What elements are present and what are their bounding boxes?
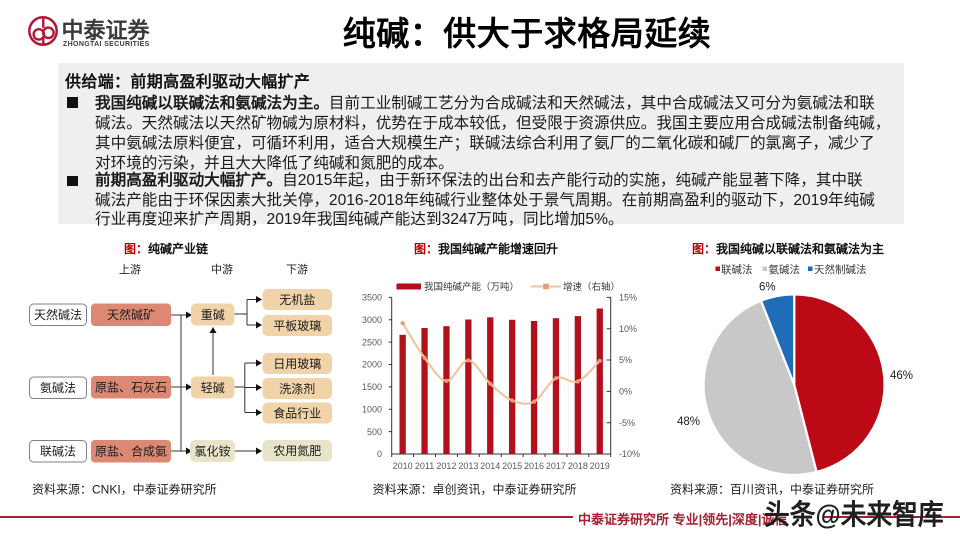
svg-text:46%: 46% <box>890 370 913 382</box>
svg-text:农用氮肥: 农用氮肥 <box>273 443 321 458</box>
svg-text:2500: 2500 <box>362 337 382 347</box>
svg-text:原盐、合成氨: 原盐、合成氨 <box>95 444 167 459</box>
svg-text:500: 500 <box>367 427 382 437</box>
svg-text:0: 0 <box>377 449 382 459</box>
svg-text:轻碱: 轻碱 <box>201 381 225 395</box>
svg-text:下游: 下游 <box>286 263 308 276</box>
svg-text:15%: 15% <box>619 293 637 303</box>
svg-text:氨碱法: 氨碱法 <box>769 263 801 276</box>
svg-text:原盐、石灰石: 原盐、石灰石 <box>95 381 167 395</box>
svg-text:3000: 3000 <box>362 315 382 325</box>
svg-text:2019: 2019 <box>590 461 610 471</box>
svg-text:1000: 1000 <box>362 404 382 414</box>
svg-text:图：我国纯碱产能增速回升: 图：我国纯碱产能增速回升 <box>414 241 558 256</box>
svg-text:无机盐: 无机盐 <box>279 293 315 307</box>
svg-text:平板玻璃: 平板玻璃 <box>273 319 321 333</box>
svg-text:2011: 2011 <box>415 461 434 471</box>
svg-text:2010: 2010 <box>393 461 413 471</box>
svg-text:我国纯碱产能（万吨）: 我国纯碱产能（万吨） <box>424 281 519 293</box>
svg-text:2013: 2013 <box>458 461 478 471</box>
svg-text:联碱法: 联碱法 <box>40 445 76 459</box>
svg-text:2017: 2017 <box>546 461 566 471</box>
svg-text:图：我国纯碱以联碱法和氨碱法为主: 图：我国纯碱以联碱法和氨碱法为主 <box>692 241 884 256</box>
svg-text:1500: 1500 <box>362 382 382 392</box>
svg-text:2012: 2012 <box>436 461 456 471</box>
svg-text:-5%: -5% <box>619 418 635 428</box>
svg-text:上游: 上游 <box>119 263 141 276</box>
svg-text:天然碱法: 天然碱法 <box>34 307 82 322</box>
svg-text:2000: 2000 <box>362 360 382 370</box>
svg-text:联碱法: 联碱法 <box>721 263 753 276</box>
svg-text:0%: 0% <box>619 387 632 397</box>
svg-text:资料来源：CNKI，中泰证券研究所: 资料来源：CNKI，中泰证券研究所 <box>32 482 217 497</box>
svg-text:氯化铵: 氯化铵 <box>194 444 230 459</box>
svg-text:资料来源：卓创资讯，中泰证券研究所: 资料来源：卓创资讯，中泰证券研究所 <box>373 482 577 497</box>
svg-text:2016: 2016 <box>524 461 544 471</box>
svg-text:洗涤剂: 洗涤剂 <box>279 381 315 396</box>
svg-text:氨碱法: 氨碱法 <box>40 381 76 395</box>
svg-text:-10%: -10% <box>619 449 640 459</box>
svg-text:重碱: 重碱 <box>201 308 225 322</box>
svg-text:48%: 48% <box>677 416 700 428</box>
svg-text:2014: 2014 <box>480 461 500 471</box>
svg-text:2018: 2018 <box>568 461 588 471</box>
svg-text:天然碱矿: 天然碱矿 <box>107 307 155 322</box>
svg-text:天然制碱法: 天然制碱法 <box>814 263 867 276</box>
svg-text:中游: 中游 <box>211 263 233 276</box>
svg-text:3500: 3500 <box>362 293 382 303</box>
svg-text:食品行业: 食品行业 <box>273 406 321 421</box>
svg-text:2015: 2015 <box>502 461 522 471</box>
svg-text:图：纯碱产业链: 图：纯碱产业链 <box>124 241 209 256</box>
svg-text:日用玻璃: 日用玻璃 <box>273 357 321 371</box>
svg-text:5%: 5% <box>619 355 632 365</box>
svg-text:6%: 6% <box>759 282 776 294</box>
svg-text:资料来源：百川资讯，中泰证券研究所: 资料来源：百川资讯，中泰证券研究所 <box>670 482 874 497</box>
svg-text:10%: 10% <box>619 324 637 334</box>
svg-text:增速（右轴）: 增速（右轴） <box>563 281 620 293</box>
